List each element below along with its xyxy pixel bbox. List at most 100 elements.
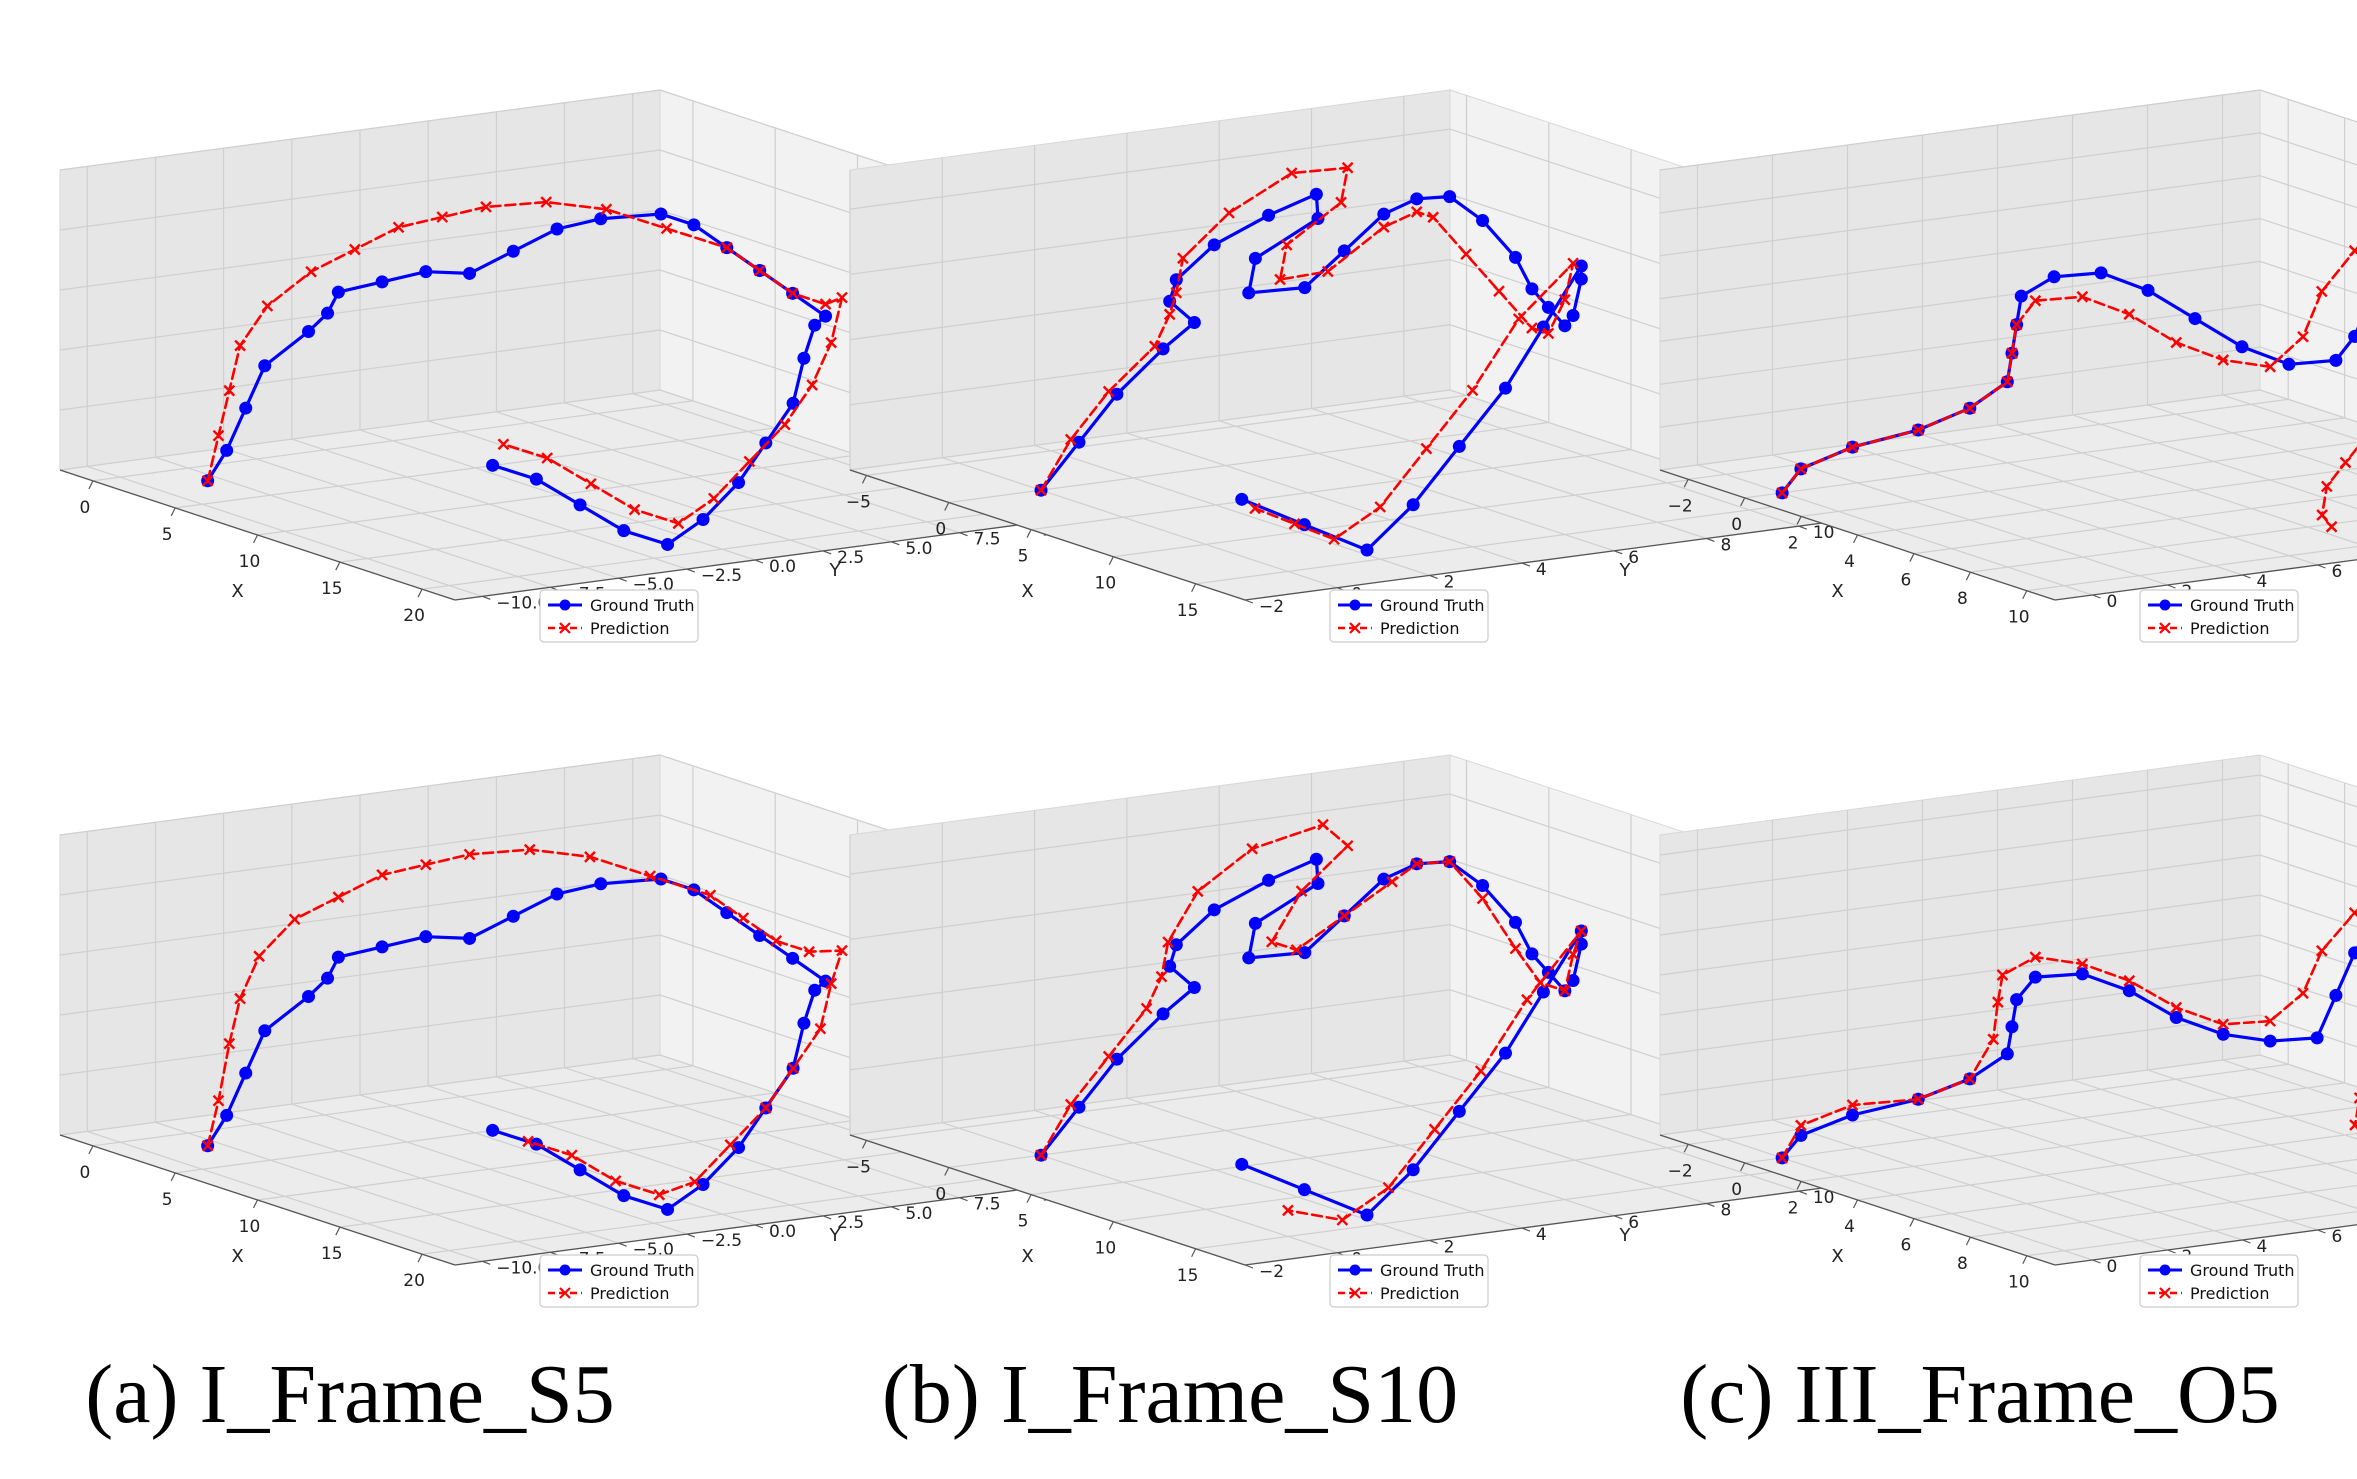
- legend-marker-prediction: [559, 1287, 571, 1299]
- chart-c-bottom: −202468100246810121402468101214XYZGround…: [1659, 754, 2357, 1308]
- caption-a: (a) I_Frame_S5: [85, 1348, 615, 1441]
- grid-line-z: [1659, 1014, 2357, 1096]
- data-point-marker: [1406, 1163, 1420, 1177]
- data-point-marker: [1846, 1099, 1859, 1111]
- data-point-marker: [696, 513, 710, 527]
- data-point-marker: [463, 266, 477, 280]
- data-point-marker: [1140, 1002, 1153, 1015]
- grid-line-z: [1659, 854, 2357, 936]
- grid-line-z: [1659, 774, 2357, 856]
- data-point-marker: [1110, 387, 1124, 401]
- data-point-marker: [2315, 285, 2328, 298]
- data-point-marker: [1295, 885, 1308, 897]
- y-axis-line: [1244, 519, 1846, 601]
- data-point-marker: [724, 1139, 737, 1151]
- data-point-marker: [2348, 907, 2357, 919]
- y-tick: [2242, 574, 2251, 579]
- x-axis-label: X: [1021, 1246, 1033, 1267]
- data-point-marker: [1187, 315, 1201, 329]
- data-point-marker: [2348, 946, 2357, 960]
- data-point-marker: [436, 211, 449, 223]
- data-point-marker: [550, 222, 564, 236]
- legend: Ground Truth Prediction: [539, 589, 699, 643]
- data-point-marker: [1443, 855, 1456, 868]
- data-point-marker: [672, 517, 685, 530]
- data-point-marker: [1035, 1149, 1047, 1162]
- x-axis-label: X: [231, 581, 243, 602]
- x-tick: [861, 475, 867, 484]
- data-point-marker: [1335, 196, 1347, 209]
- legend-label-prediction: Prediction: [2190, 619, 2269, 638]
- y-tick-label: −2: [1259, 597, 1284, 617]
- series-prediction: [1776, 907, 2357, 1164]
- y-axis-line: [2054, 1224, 2357, 1266]
- grid-line-x: [1857, 1132, 2357, 1201]
- data-point-marker: [2217, 354, 2230, 366]
- data-point-marker: [1235, 492, 1249, 506]
- data-point-marker: [1526, 322, 1538, 334]
- y-tick-label: 0.0: [769, 1222, 796, 1242]
- data-point-marker: [661, 537, 675, 551]
- legend-label-ground-truth: Ground Truth: [590, 596, 695, 615]
- data-point-marker: [375, 940, 389, 954]
- data-point-marker: [1336, 1214, 1349, 1226]
- x-tick: [252, 1199, 259, 1209]
- data-point-marker: [2349, 1119, 2357, 1131]
- grid-line-z: [1659, 132, 2357, 214]
- data-point-marker: [1410, 192, 1424, 206]
- y-axis-line: [1244, 1184, 1846, 1266]
- x-tick: [335, 561, 341, 571]
- data-point-marker: [223, 384, 236, 397]
- data-point-marker: [1410, 857, 1423, 870]
- x-tick: [88, 1145, 94, 1155]
- y-tick: [1521, 562, 1531, 567]
- y-tick-label: 0: [2107, 592, 2118, 612]
- data-point-marker: [1406, 498, 1420, 512]
- data-point-marker: [808, 983, 822, 997]
- y-tick-label: 2.5: [837, 548, 864, 568]
- data-point-marker: [220, 1108, 234, 1122]
- legend-marker-ground-truth: [2159, 1264, 2171, 1276]
- data-point-marker: [1223, 207, 1235, 219]
- y-tick-label: 10: [1813, 523, 1835, 543]
- x-tick-label: 20: [403, 1271, 425, 1291]
- y-tick: [2167, 1249, 2176, 1254]
- data-point-marker: [759, 1102, 772, 1114]
- data-point-marker: [2029, 294, 2042, 307]
- legend-marker-ground-truth: [1349, 599, 1361, 611]
- data-point-marker: [321, 971, 335, 985]
- data-point-marker: [806, 379, 818, 391]
- data-point-marker: [2006, 347, 2018, 360]
- legend-marker-ground-truth: [2159, 599, 2171, 611]
- series-prediction: [1776, 244, 2357, 533]
- data-point-marker: [2122, 984, 2136, 998]
- y-tick: [959, 532, 968, 537]
- data-point-marker: [1177, 252, 1189, 265]
- data-point-marker: [737, 912, 750, 924]
- y-tick: [1429, 574, 1438, 579]
- data-point-marker: [1207, 903, 1221, 917]
- data-point-marker: [522, 1135, 534, 1148]
- data-point-marker: [1574, 272, 1588, 286]
- x-tick-label: 5: [162, 1190, 173, 1210]
- data-point-marker: [1512, 313, 1525, 325]
- data-point-marker: [1498, 381, 1512, 395]
- x-tick: [1683, 1144, 1689, 1153]
- x-tick-label: 8: [1957, 1254, 1968, 1274]
- data-point-marker: [819, 309, 833, 323]
- y-tick: [2167, 584, 2176, 589]
- y-tick: [2242, 1239, 2251, 1244]
- y-tick-label: 4: [1536, 1225, 1547, 1245]
- y-tick-label: −10.0: [496, 593, 548, 613]
- x-tick-label: 15: [1177, 601, 1199, 621]
- y-axis-label: Y: [829, 1225, 842, 1246]
- y-tick-label: 0.0: [769, 557, 796, 577]
- data-point-marker: [2297, 987, 2309, 1000]
- data-point-marker: [321, 306, 335, 320]
- legend: Ground Truth Prediction: [2139, 589, 2299, 643]
- y-tick-label: 6: [2332, 562, 2343, 582]
- data-point-marker: [1377, 207, 1391, 221]
- x-axis-label: X: [1831, 581, 1843, 602]
- data-point-marker: [1912, 1093, 1925, 1106]
